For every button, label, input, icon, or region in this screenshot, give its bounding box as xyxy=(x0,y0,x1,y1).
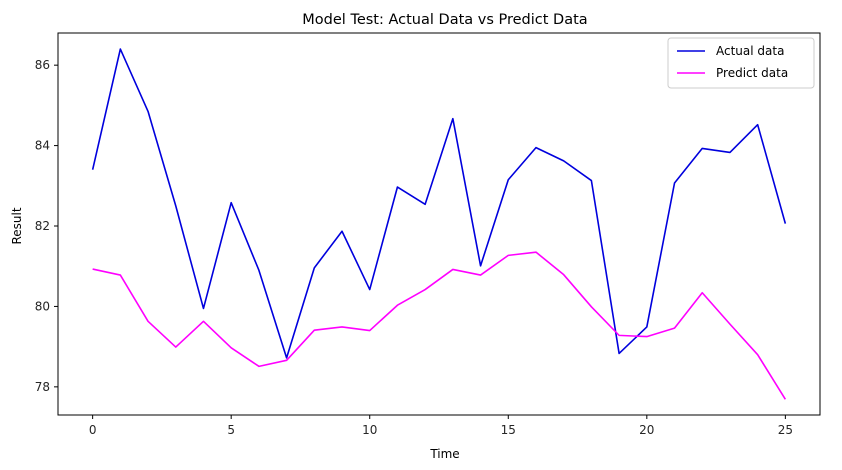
x-tick-label: 15 xyxy=(501,423,516,437)
y-tick-label: 82 xyxy=(35,219,50,233)
plot-area xyxy=(57,32,821,416)
legend-label: Actual data xyxy=(716,44,784,58)
legend: Actual data Predict data xyxy=(667,37,815,89)
x-tick-label: 5 xyxy=(227,423,235,437)
y-tick-label: 84 xyxy=(35,139,50,153)
x-tick-label: 0 xyxy=(89,423,97,437)
y-axis-label: Result xyxy=(10,207,24,244)
series-line-actual xyxy=(91,48,787,359)
chart-title: Model Test: Actual Data vs Predict Data xyxy=(302,12,587,28)
x-tick-label: 20 xyxy=(639,423,654,437)
legend-label: Predict data xyxy=(716,66,788,80)
y-tick-label: 86 xyxy=(35,58,50,72)
x-tick-label: 25 xyxy=(778,423,793,437)
x-tick-label: 10 xyxy=(362,423,377,437)
series-line-predict xyxy=(92,251,787,400)
y-tick-label: 78 xyxy=(35,380,50,394)
x-axis-label: Time xyxy=(429,447,459,461)
y-tick-label: 80 xyxy=(35,299,50,313)
